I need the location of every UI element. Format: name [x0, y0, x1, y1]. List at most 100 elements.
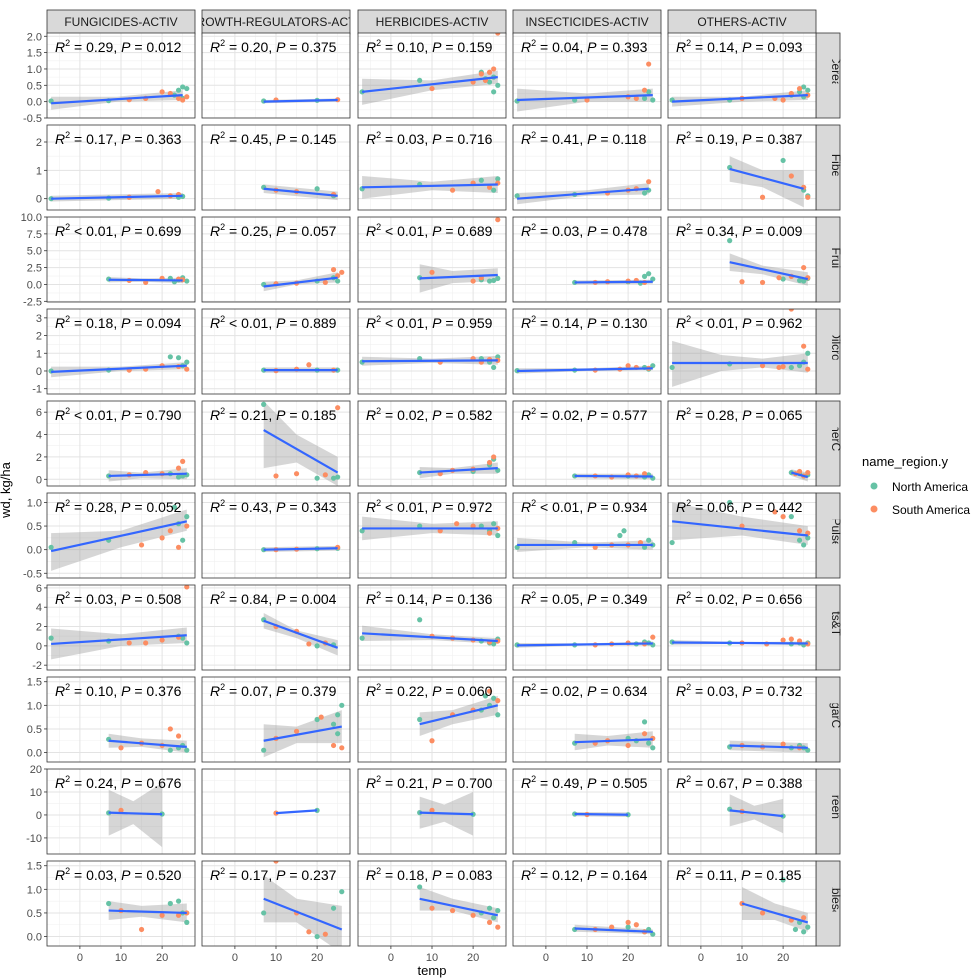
- panel-border: [357, 216, 507, 303]
- panel-border: [46, 768, 196, 855]
- point-north-america: [184, 359, 190, 365]
- panel-plot-area: [47, 217, 195, 302]
- panel-border: [201, 32, 351, 119]
- point-south-america: [449, 187, 456, 193]
- point-north-america: [167, 900, 173, 907]
- point-south-america: [184, 366, 190, 372]
- point-south-america: [429, 738, 435, 744]
- y-tick-label: 6: [36, 583, 42, 595]
- point-south-america: [780, 514, 786, 520]
- column-strip-background: [46, 9, 196, 35]
- regression-line: [729, 809, 784, 818]
- point-south-america: [429, 269, 435, 275]
- point-north-america: [261, 747, 267, 753]
- point-south-america: [796, 85, 803, 92]
- panel-border: [512, 124, 662, 211]
- point-north-america: [788, 364, 794, 371]
- point-north-america: [314, 475, 320, 481]
- y-tick-label: 1.5: [27, 861, 42, 873]
- panel-border: [201, 584, 351, 671]
- point-south-america: [339, 269, 345, 275]
- point-south-america: [805, 194, 811, 200]
- legend-label-south-america: South America: [892, 503, 970, 517]
- panel-border: [357, 492, 507, 579]
- panel-plot-area: [358, 217, 506, 302]
- legend-key-north-america: [870, 482, 878, 490]
- point-north-america: [650, 931, 656, 937]
- point-south-america: [159, 535, 165, 541]
- point-south-america: [126, 640, 132, 646]
- regression-line: [108, 909, 187, 915]
- panel-border: [512, 676, 662, 763]
- regression-line: [51, 634, 187, 646]
- point-south-america: [118, 807, 124, 813]
- stats-annotation: R2 = 0.04, P = 0.393: [521, 38, 648, 55]
- point-south-america: [306, 929, 312, 935]
- point-north-america: [641, 719, 648, 725]
- stats-annotation: R2 = 0.03, P = 0.508: [55, 590, 182, 607]
- point-north-america: [335, 278, 341, 284]
- regression-line: [729, 261, 809, 281]
- y-tick-label: 20: [30, 764, 42, 776]
- x-tick-label: 20: [622, 952, 634, 964]
- stats-annotation: R2 = 0.28, P = 0.052: [55, 498, 182, 515]
- facet-panel: R2 = 0.12, P = 0.164: [512, 860, 662, 947]
- stats-annotation: R2 = 0.17, P = 0.237: [210, 866, 337, 883]
- row-strip: Fiber: [815, 124, 843, 211]
- point-south-america: [780, 637, 786, 643]
- stats-annotation: R2 = 0.43, P = 0.343: [210, 498, 337, 515]
- facet-panel: R2 = 0.14, P = 0.130: [512, 308, 662, 395]
- point-south-america: [335, 405, 341, 411]
- y-tick-label: 0.0: [27, 545, 42, 557]
- stats-annotation: R2 = 0.49, P = 0.505: [521, 774, 648, 791]
- row-strip: SugarCrops: [815, 676, 843, 763]
- facet-panel: R2 = 0.03, P = 0.520: [46, 860, 196, 947]
- panel-border: [357, 768, 507, 855]
- point-south-america: [184, 523, 190, 529]
- row-strip-label: Cereals: [829, 55, 843, 96]
- column-strip: FUNGICIDES-ACTIV: [46, 9, 196, 35]
- point-south-america: [646, 61, 652, 67]
- point-south-america: [633, 922, 639, 928]
- point-north-america: [788, 514, 794, 520]
- point-south-america: [322, 472, 328, 478]
- regression-line: [574, 738, 653, 744]
- point-north-america: [261, 910, 267, 916]
- point-north-america: [792, 926, 799, 933]
- point-north-america: [669, 539, 675, 546]
- x-tick-label: 0: [232, 952, 238, 964]
- point-north-america: [314, 643, 320, 649]
- confidence-band: [729, 156, 804, 208]
- y-tick-label: 2.0: [27, 31, 42, 43]
- stats-annotation: R2 = 0.24, P = 0.676: [55, 774, 182, 791]
- point-north-america: [261, 547, 267, 553]
- regression-line: [574, 474, 653, 478]
- point-north-america: [491, 89, 497, 95]
- row-strip-background: [815, 216, 841, 303]
- row-strip-background: [815, 584, 841, 671]
- point-south-america: [138, 542, 145, 548]
- point-north-america: [330, 475, 337, 481]
- facet-panel: R2 = 0.28, P = 0.052: [46, 492, 196, 579]
- panel-plot-area: [513, 125, 661, 210]
- stats-annotation: R2 = 0.14, P = 0.093: [676, 38, 803, 55]
- y-tick-label: 2: [36, 331, 42, 343]
- panel-border: [667, 676, 817, 763]
- point-south-america: [293, 728, 300, 734]
- point-south-america: [495, 217, 501, 223]
- point-north-america: [261, 401, 267, 407]
- y-tick-label: 0: [36, 810, 42, 822]
- panel-plot-area: [668, 401, 816, 486]
- column-strip: INSECTICIDES-ACTIV: [512, 9, 662, 35]
- point-south-america: [625, 919, 631, 925]
- stats-annotation: R2 = 0.12, P = 0.164: [521, 866, 648, 883]
- point-south-america: [322, 279, 328, 286]
- y-tick-label: 0.5: [27, 80, 42, 92]
- point-north-america: [482, 693, 489, 699]
- panel-border: [46, 676, 196, 763]
- point-south-america: [175, 95, 182, 101]
- panel-plot-area: [513, 861, 661, 946]
- panel-plot-area: [202, 125, 350, 210]
- facet-panel: R2 = 0.34, P = 0.009: [667, 216, 817, 303]
